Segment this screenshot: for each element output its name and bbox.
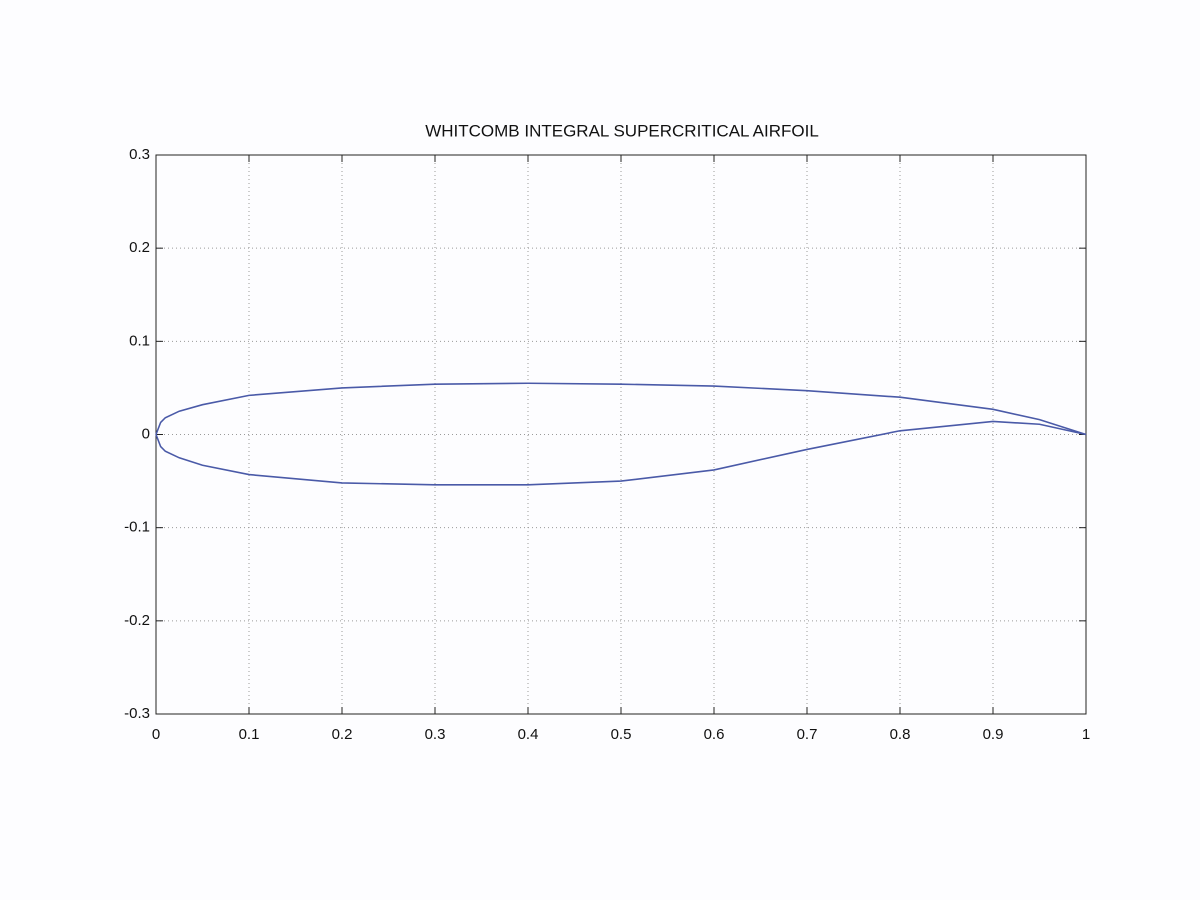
y-tick-label: 0.3	[129, 146, 150, 163]
x-tick-label: 0.4	[518, 726, 539, 743]
x-tick-label: 0.5	[611, 726, 632, 743]
y-tick-label: 0.2	[129, 239, 150, 256]
x-tick-label: 0.6	[704, 726, 725, 743]
y-tick-label: 0.1	[129, 332, 150, 349]
x-tick-label: 0.7	[797, 726, 818, 743]
x-tick-label: 0.1	[239, 726, 260, 743]
y-tick-label: -0.1	[124, 519, 150, 536]
x-tick-label: 0.2	[332, 726, 353, 743]
y-tick-label: -0.3	[124, 705, 150, 722]
x-tick-label: 0.8	[890, 726, 911, 743]
x-tick-label: 1	[1082, 726, 1090, 743]
y-tick-label: -0.2	[124, 612, 150, 629]
airfoil-line	[155, 420, 1087, 486]
airfoil-line	[155, 382, 1087, 436]
x-tick-label: 0	[152, 726, 160, 743]
chart-title: WHITCOMB INTEGRAL SUPERCRITICAL AIRFOIL	[425, 121, 819, 140]
y-tick-label: 0	[142, 425, 150, 442]
x-tick-label: 0.9	[983, 726, 1004, 743]
x-tick-label: 0.3	[425, 726, 446, 743]
